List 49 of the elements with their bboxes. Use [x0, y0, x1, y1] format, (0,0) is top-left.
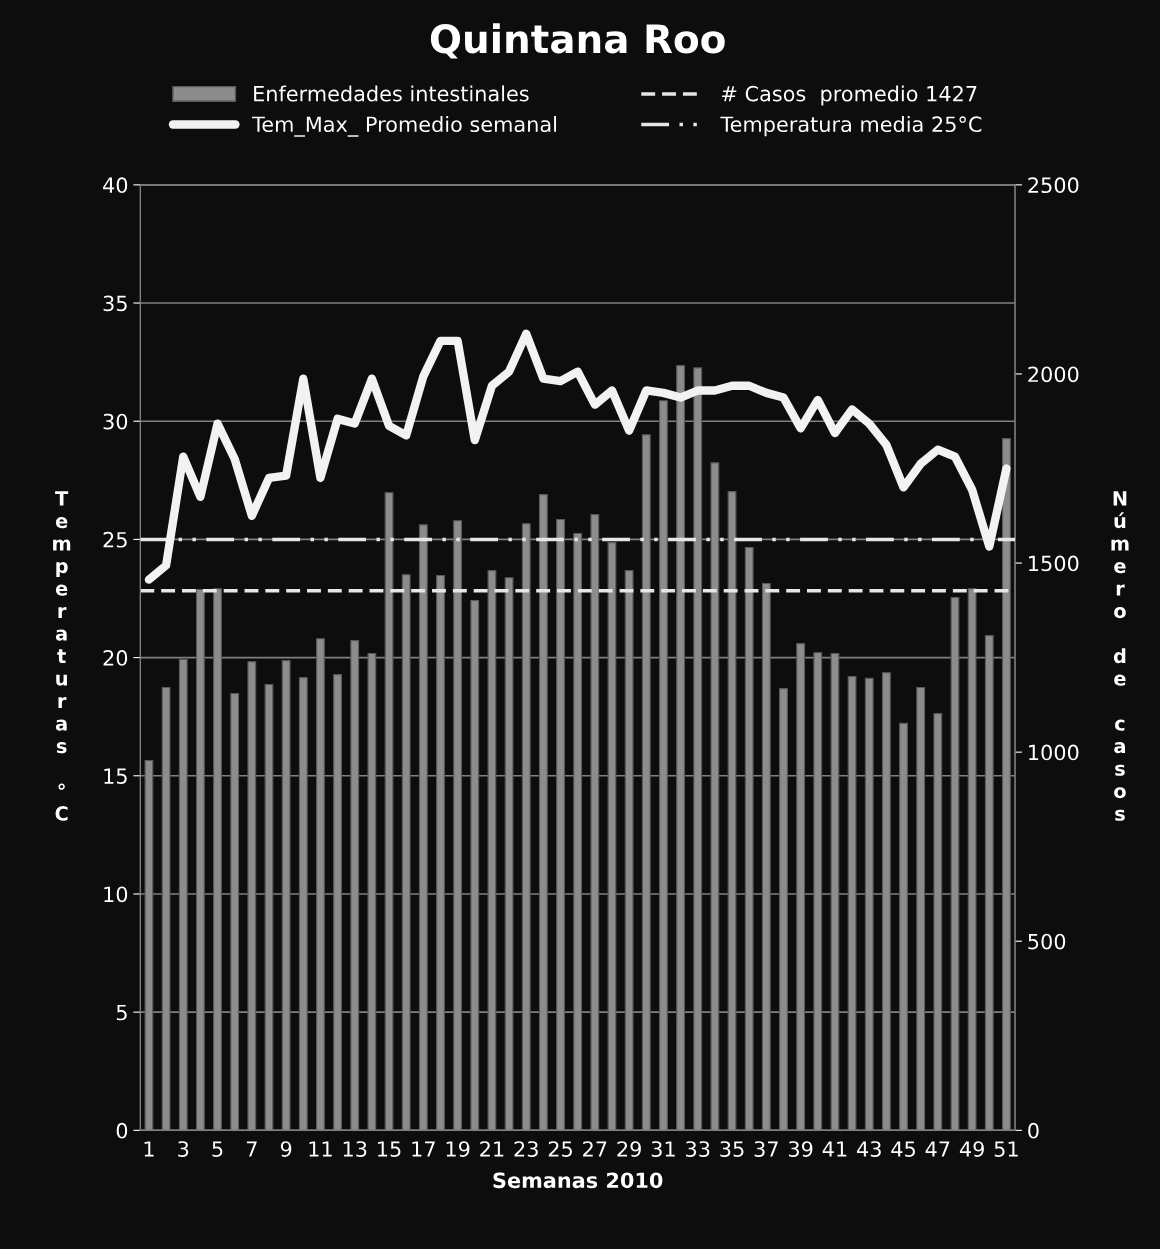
- legend-label: # Casos promedio 1427: [722, 85, 977, 106]
- x-tick-label: 21: [480, 1141, 504, 1157]
- x-tick-label: 39: [788, 1141, 813, 1157]
- y-tick-label: 25: [103, 531, 127, 548]
- x-tick-label: 13: [343, 1141, 367, 1157]
- x-tick-label: 23: [514, 1141, 538, 1157]
- x-tick-label: 35: [720, 1141, 744, 1157]
- y2-tick-label: 1000: [1029, 744, 1079, 761]
- y-tick-label: 15: [104, 768, 127, 784]
- text: Número de casos: [1111, 491, 1129, 821]
- x-tick-label: 25: [548, 1141, 572, 1157]
- y2-tick-label: 2000: [1028, 366, 1079, 383]
- x-tick-label: 29: [617, 1141, 641, 1157]
- x-tick-label: 47: [925, 1141, 950, 1157]
- x-tick-label: 9: [280, 1141, 292, 1157]
- y2-tick-label: 2500: [1028, 177, 1079, 194]
- y2-tick-label: 500: [1028, 933, 1066, 950]
- legend-label: Enfermedades intestinales: [254, 85, 529, 102]
- y-tick-label: 30: [103, 413, 128, 430]
- text: Temperaturas °C: [53, 491, 71, 821]
- y-tick-label: 5: [116, 1004, 127, 1021]
- y2-tick-label: 1500: [1029, 555, 1079, 572]
- x-tick-label: 51: [994, 1141, 1018, 1157]
- x-tick-label: 7: [246, 1141, 257, 1157]
- x-tick-label: 27: [583, 1141, 607, 1157]
- x-tick-label: 3: [178, 1141, 189, 1157]
- legend-label: Tem_Max_ Promedio semanal: [252, 115, 556, 137]
- x-tick-label: 17: [412, 1141, 435, 1157]
- y-tick-label: 35: [103, 295, 127, 312]
- y2-tick-label: 0: [1028, 1122, 1039, 1139]
- x-tick-label: 33: [686, 1141, 710, 1157]
- y-tick-label: 10: [104, 886, 128, 903]
- x-tick-label: 41: [822, 1141, 847, 1157]
- x-tick-label: 5: [212, 1141, 223, 1157]
- x-tick-label: 37: [754, 1141, 778, 1157]
- x-tick-label: 45: [891, 1141, 915, 1157]
- x-tick-label: 19: [446, 1141, 470, 1157]
- x-tick-label: 49: [959, 1141, 984, 1157]
- y-tick-label: 0: [116, 1122, 128, 1139]
- x-axis-title: Semanas 2010: [493, 1172, 663, 1189]
- x-tick-label: 31: [651, 1141, 675, 1157]
- y-tick-label: 20: [103, 650, 128, 666]
- x-tick-label: 1: [144, 1141, 154, 1157]
- legend-label: Temperatura media 25°C: [720, 115, 982, 137]
- chart-title: Quintana Roo: [430, 23, 725, 59]
- x-tick-label: 15: [378, 1141, 401, 1157]
- y-tick-label: 40: [103, 177, 128, 194]
- x-tick-label: 11: [309, 1141, 332, 1157]
- x-tick-label: 43: [856, 1141, 881, 1157]
